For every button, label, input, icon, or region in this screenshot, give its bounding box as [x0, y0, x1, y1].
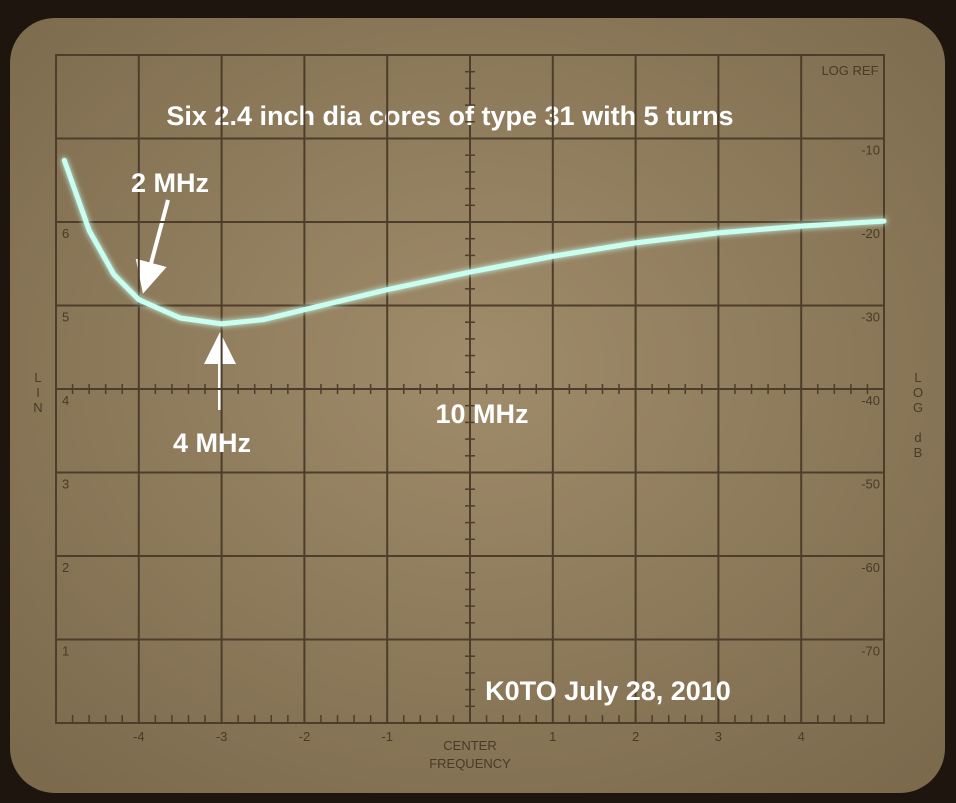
y-axis-label: LOG dB — [911, 370, 926, 460]
chart-title: Six 2.4 inch dia cores of type 31 with 5… — [166, 101, 733, 131]
y2-tick-label: 2 — [62, 560, 69, 575]
x-tick-label: -4 — [133, 729, 145, 744]
x-tick-label: 2 — [632, 729, 639, 744]
arrow — [135, 199, 170, 294]
y-tick-label: -60 — [861, 560, 880, 575]
y-tick-label: -30 — [861, 310, 880, 325]
x-axis-label: CENTER — [443, 738, 496, 753]
y2-tick-label: 1 — [62, 644, 69, 659]
y2-tick-label: 4 — [62, 393, 69, 408]
x-axis-label: FREQUENCY — [429, 756, 511, 771]
x-tick-label: 1 — [549, 729, 556, 744]
x-tick-label: 4 — [798, 729, 805, 744]
y2-tick-label: 3 — [62, 477, 69, 492]
y-tick-label: -40 — [861, 393, 880, 408]
annotation: 2 MHz — [131, 168, 209, 198]
y-tick-label: -20 — [861, 226, 880, 241]
x-tick-label: 3 — [715, 729, 722, 744]
x-tick-label: -2 — [299, 729, 311, 744]
screen — [10, 18, 945, 793]
x-tick-label: -3 — [216, 729, 228, 744]
annotation: 4 MHz — [173, 428, 251, 458]
y2-axis-label: LIN — [31, 370, 46, 415]
y-tick-label: -70 — [861, 644, 880, 659]
y-tick-label: -50 — [861, 477, 880, 492]
x-tick-label: -1 — [381, 729, 393, 744]
annotation: 10 MHz — [435, 399, 528, 429]
trace — [61, 157, 887, 327]
y2-tick-label: 5 — [62, 310, 69, 325]
y-tick-label: -10 — [861, 143, 880, 158]
y2-tick-label: 6 — [62, 226, 69, 241]
annotation: K0TO July 28, 2010 — [485, 676, 731, 706]
top-right-label: LOG REF — [821, 63, 878, 78]
